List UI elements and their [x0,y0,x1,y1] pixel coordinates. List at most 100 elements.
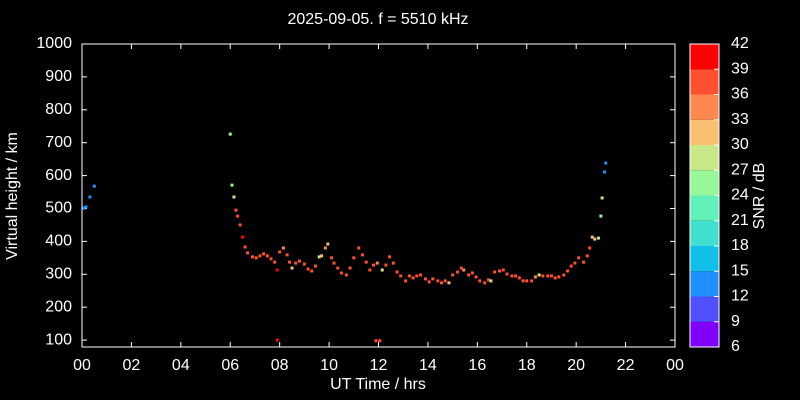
colorbar-tick-label: 15 [731,262,749,279]
data-point [399,274,403,278]
data-point [577,256,581,260]
data-point [313,264,317,268]
data-point [451,273,455,277]
data-point [533,275,537,279]
data-point [234,208,238,212]
data-point [269,257,273,261]
colorbar-band [690,321,719,347]
data-point [483,281,487,285]
data-point [254,256,258,260]
data-point [290,266,294,270]
colorbar-tick-label: 12 [731,288,749,305]
data-point [368,268,372,272]
data-point [84,205,88,209]
y-axis-label: Virtual height / km [4,132,21,260]
data-point [246,251,250,255]
colorbar-tick-label: 36 [731,86,749,103]
data-point [238,223,242,227]
colorbar-band [690,220,719,246]
data-point [391,261,395,265]
data-point [557,275,561,279]
x-tick-label: 00 [73,357,91,374]
y-tick-label: 800 [45,101,72,118]
data-point [562,273,566,277]
data-point [510,274,514,278]
colorbar-band [690,195,719,221]
x-axis-label: UT Time / hrs [330,376,426,393]
colorbar-tick-label: 27 [731,161,749,178]
data-point [228,132,232,136]
data-point [360,253,364,257]
y-tick-label: 1000 [36,35,72,52]
data-point [600,196,604,200]
data-point [375,261,379,265]
data-point [525,279,529,283]
data-point [262,252,266,256]
data-point [599,214,603,218]
colorbar-tick-label: 9 [731,313,740,330]
data-point [384,263,388,267]
data-point [474,275,478,279]
colorbar-band [690,145,719,171]
data-point [498,269,502,273]
data-point [486,278,490,282]
data-point [88,195,92,199]
data-point [456,270,460,274]
colorbar-tick-label: 21 [731,212,749,229]
colorbar-band [690,170,719,196]
y-tick-label: 600 [45,167,72,184]
data-point [275,268,279,272]
data-point [250,255,254,259]
x-tick-label: 14 [419,357,437,374]
data-point [364,260,368,264]
x-tick-label: 18 [518,357,536,374]
data-point [407,274,411,278]
y-tick-label: 400 [45,233,72,250]
data-point [92,184,96,188]
data-point [590,235,594,239]
x-tick-label: 22 [617,357,635,374]
data-point [462,268,466,272]
data-point [596,236,600,240]
data-point [281,246,285,250]
data-point [415,274,419,278]
data-point [395,270,399,274]
data-point [505,272,509,276]
x-tick-label: 20 [567,357,585,374]
colorbar-tick-label: 39 [731,60,749,77]
data-point [317,255,321,259]
data-point [380,268,384,272]
colorbar-tick-label: 24 [731,187,749,204]
data-point [585,254,589,258]
data-point [348,266,352,270]
data-point [241,235,245,239]
x-tick-label: 00 [666,357,684,374]
colorbar-band [690,119,719,145]
data-point [566,269,570,273]
colorbar-tick-label: 33 [731,111,749,128]
data-point [549,274,553,278]
data-point [582,260,586,264]
data-point [294,261,298,265]
data-point [517,276,521,280]
data-point [352,256,356,260]
colorbar-band [690,94,719,120]
data-point [604,161,608,165]
data-point [288,260,292,264]
y-tick-label: 100 [45,331,72,348]
colorbar-band [690,44,719,70]
colorbar-band [690,296,719,322]
x-tick-label: 08 [271,357,289,374]
data-point [326,242,330,246]
data-point [320,254,324,258]
colorbar-label: SNR / dB [751,163,768,230]
y-tick-label: 300 [45,266,72,283]
data-point [258,254,262,258]
data-point [302,262,306,266]
data-point [593,237,597,241]
data-point [306,267,310,271]
data-point [546,274,550,278]
data-point [603,170,607,174]
data-point [514,274,518,278]
